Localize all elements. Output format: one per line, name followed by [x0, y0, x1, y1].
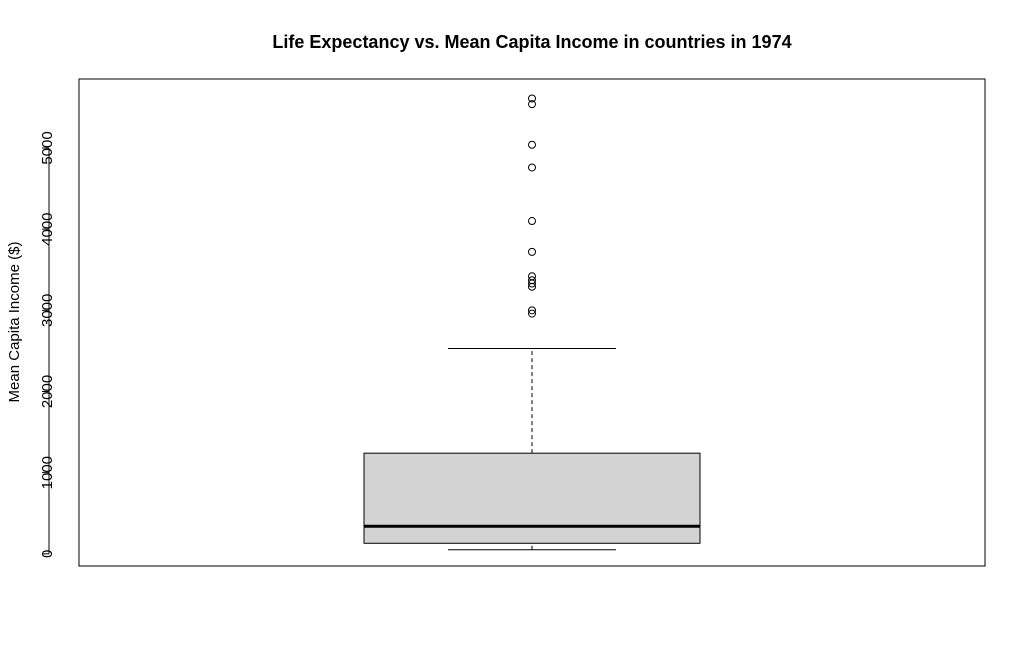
outlier-point	[528, 272, 536, 281]
y-tick-label: 2000	[39, 375, 56, 408]
y-tick-label: 1000	[39, 456, 56, 489]
outlier-point	[528, 140, 536, 149]
y-axis: 0 1000 2000 3000 4000 5000	[39, 131, 56, 558]
chart-title: Life Expectancy vs. Mean Capita Income i…	[272, 32, 791, 52]
outlier-point	[528, 309, 536, 318]
outlier-point	[528, 282, 536, 291]
y-tick-label: 0	[39, 550, 56, 558]
plot-frame	[78, 78, 986, 567]
outlier-point	[528, 100, 536, 109]
outlier-point	[528, 217, 536, 226]
outlier-point	[528, 94, 536, 103]
outlier-point	[528, 163, 536, 172]
y-tick-label: 4000	[39, 212, 56, 245]
outlier-point	[528, 276, 536, 285]
y-axis-label: Mean Capita Income ($)	[6, 242, 23, 403]
outlier-point	[528, 247, 536, 256]
outlier-point	[528, 306, 536, 315]
interquartile-box	[363, 452, 701, 544]
y-tick-label: 5000	[39, 131, 56, 164]
boxplot	[363, 94, 701, 551]
y-tick-label: 3000	[39, 294, 56, 327]
